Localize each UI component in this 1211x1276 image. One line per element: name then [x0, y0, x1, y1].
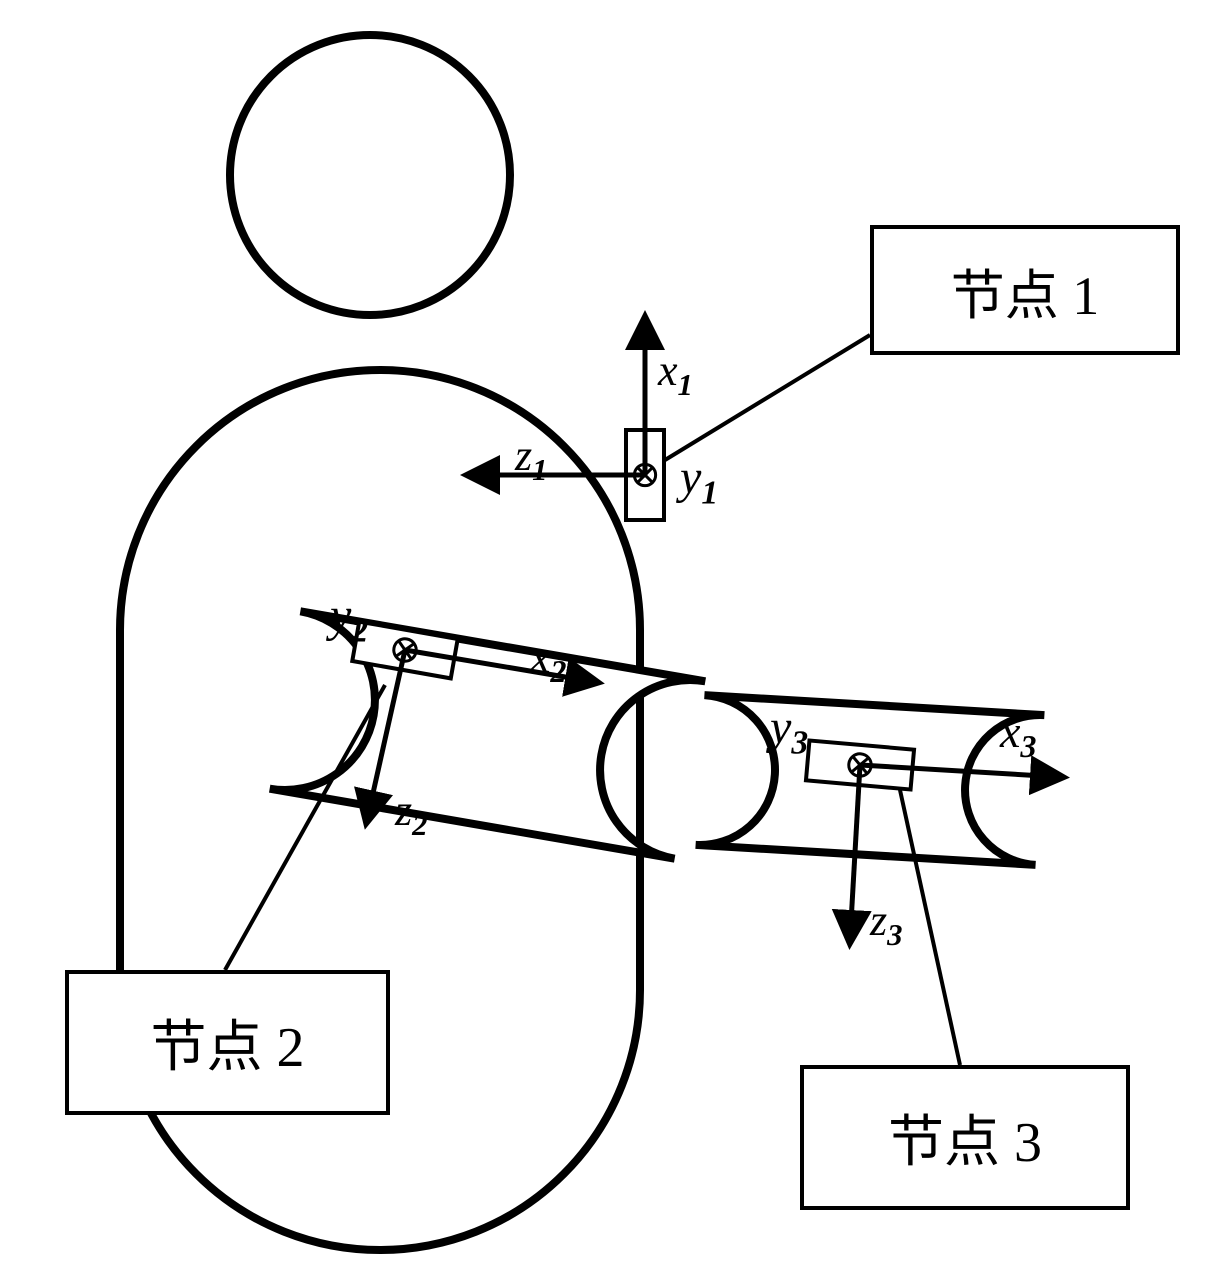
- node3-label-box: 节点 3: [800, 1065, 1130, 1210]
- axis-z2-label: z2: [395, 785, 428, 843]
- node3-label-text: 节点 3: [888, 1097, 1042, 1178]
- node1-label-text: 节点 1: [951, 251, 1100, 330]
- axis-y1-label: y1: [680, 450, 718, 513]
- node1-label-box: 节点 1: [870, 225, 1180, 355]
- axis-x1-label: x1: [658, 345, 693, 403]
- axis-y2-label: y2: [330, 588, 368, 651]
- axis-x2-label: x2: [530, 630, 567, 690]
- axis-z3-label: z3: [870, 895, 903, 953]
- axis-x3-label: x3: [1000, 705, 1037, 765]
- node2-label-text: 节点 2: [151, 1002, 305, 1083]
- node2-label-box: 节点 2: [65, 970, 390, 1115]
- axis-z1-label: z1: [515, 430, 548, 488]
- axis-y3-label: y3: [770, 700, 808, 763]
